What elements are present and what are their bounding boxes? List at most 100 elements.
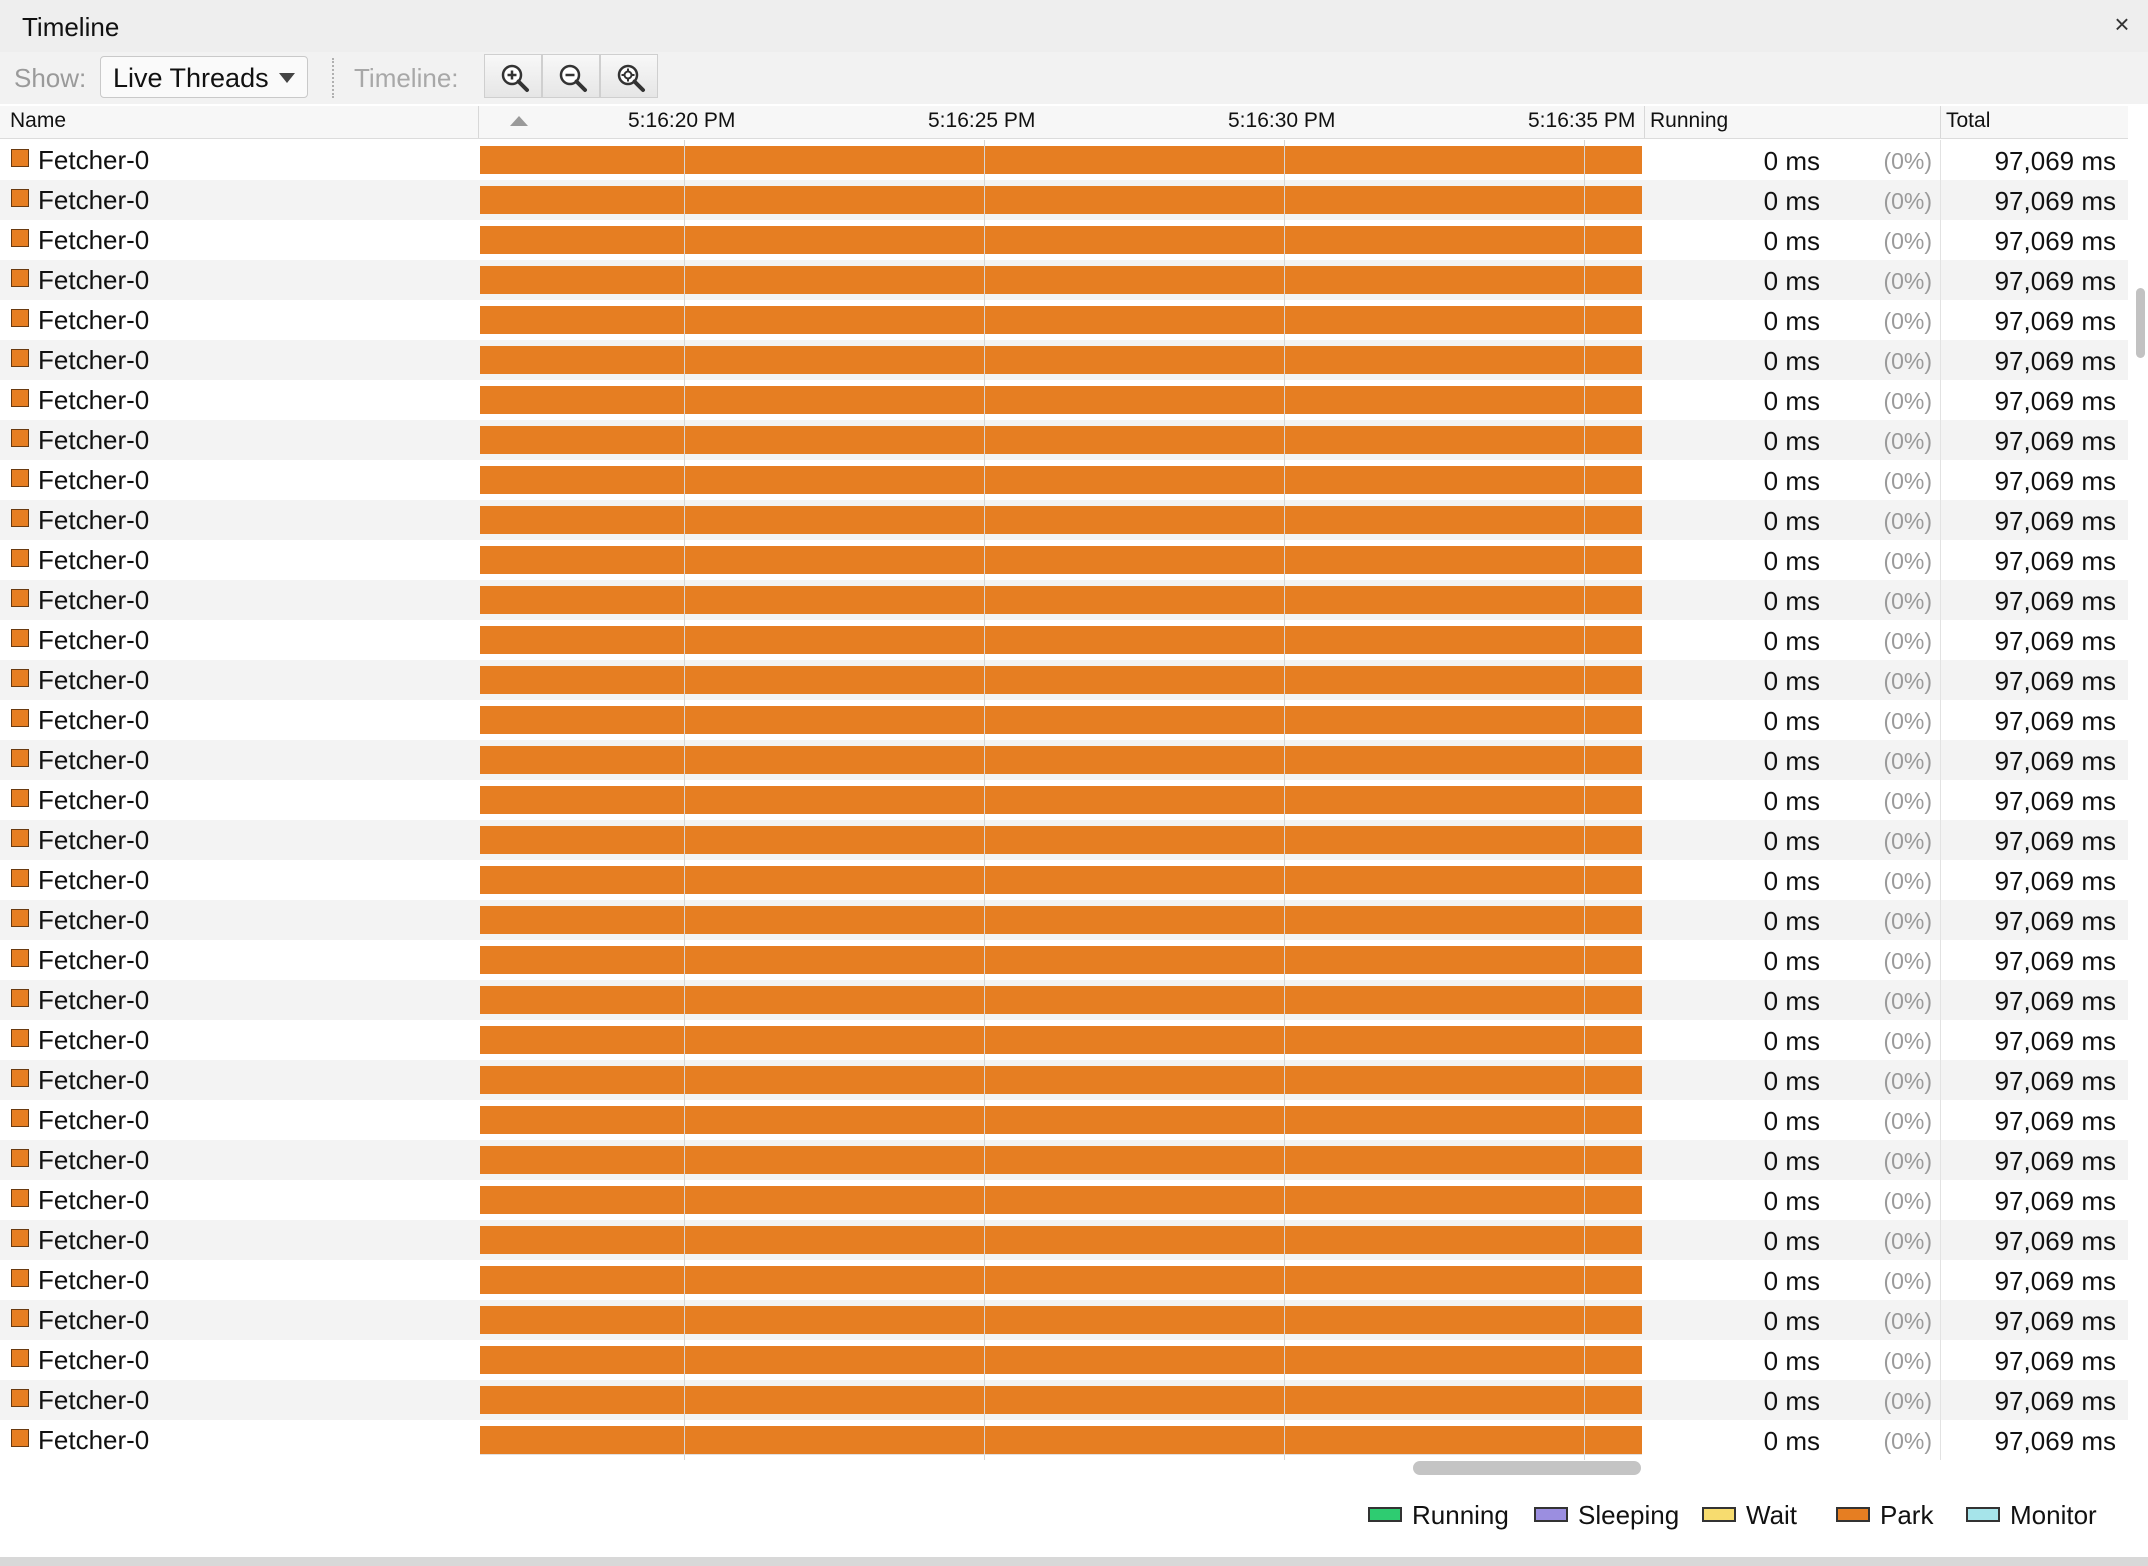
horizontal-scrollbar-track[interactable] (480, 1454, 1642, 1481)
horizontal-scrollbar-thumb[interactable] (1413, 1461, 1641, 1475)
table-row[interactable]: Fetcher-0 0 ms (0%) 97,069 ms (0, 1380, 2128, 1420)
legend-swatch (1368, 1507, 1402, 1522)
running-percent: (0%) (1883, 268, 1932, 294)
thread-name: Fetcher-0 (38, 225, 150, 255)
table-row[interactable]: Fetcher-0 0 ms (0%) 97,069 ms (0, 580, 2128, 620)
running-time: 0 ms (1763, 1186, 1820, 1216)
timeline-label: Timeline: (354, 63, 459, 93)
running-time: 0 ms (1763, 586, 1820, 616)
thread-name: Fetcher-0 (38, 1025, 150, 1055)
zoom-fit-button[interactable] (600, 54, 658, 98)
table-row[interactable]: Fetcher-0 0 ms (0%) 97,069 ms (0, 1260, 2128, 1300)
thread-state-swatch (11, 1349, 29, 1367)
zoom-in-button[interactable] (484, 54, 542, 98)
thread-state-swatch (11, 1029, 29, 1047)
thread-name: Fetcher-0 (38, 825, 150, 855)
table-row[interactable]: Fetcher-0 0 ms (0%) 97,069 ms (0, 420, 2128, 460)
table-row[interactable]: Fetcher-0 0 ms (0%) 97,069 ms (0, 1220, 2128, 1260)
running-time: 0 ms (1763, 1386, 1820, 1416)
close-icon[interactable]: × (2114, 9, 2130, 39)
table-row[interactable]: Fetcher-0 0 ms (0%) 97,069 ms (0, 940, 2128, 980)
thread-park-bar (480, 1106, 1642, 1134)
total-time: 97,069 ms (1994, 186, 2116, 216)
running-time: 0 ms (1763, 386, 1820, 416)
table-row[interactable]: Fetcher-0 0 ms (0%) 97,069 ms (0, 500, 2128, 540)
running-percent: (0%) (1883, 628, 1932, 654)
chevron-down-icon (279, 73, 295, 83)
table-row[interactable]: Fetcher-0 0 ms (0%) 97,069 ms (0, 1300, 2128, 1340)
table-row[interactable]: Fetcher-0 0 ms (0%) 97,069 ms (0, 300, 2128, 340)
table-row[interactable]: Fetcher-0 0 ms (0%) 97,069 ms (0, 660, 2128, 700)
zoom-out-button[interactable] (542, 54, 600, 98)
thread-name: Fetcher-0 (38, 745, 150, 775)
thread-state-swatch (11, 1069, 29, 1087)
table-row[interactable]: Fetcher-0 0 ms (0%) 97,069 ms (0, 900, 2128, 940)
table-row[interactable]: Fetcher-0 0 ms (0%) 97,069 ms (0, 540, 2128, 580)
table-row[interactable]: Fetcher-0 0 ms (0%) 97,069 ms (0, 260, 2128, 300)
thread-park-bar (480, 386, 1642, 414)
table-row[interactable]: Fetcher-0 0 ms (0%) 97,069 ms (0, 620, 2128, 660)
thread-park-bar (480, 666, 1642, 694)
zoom-fit-icon (617, 64, 645, 92)
column-divider[interactable] (1940, 106, 1941, 138)
table-row[interactable]: Fetcher-0 0 ms (0%) 97,069 ms (0, 980, 2128, 1020)
running-percent: (0%) (1883, 1268, 1932, 1294)
table-row[interactable]: Fetcher-0 0 ms (0%) 97,069 ms (0, 340, 2128, 380)
thread-state-swatch (11, 1309, 29, 1327)
toolbar-separator (332, 58, 334, 98)
column-header-total[interactable]: Total (1946, 109, 1991, 132)
table-row[interactable]: Fetcher-0 0 ms (0%) 97,069 ms (0, 1100, 2128, 1140)
running-percent: (0%) (1883, 588, 1932, 614)
table-row[interactable]: Fetcher-0 0 ms (0%) 97,069 ms (0, 140, 2128, 180)
thread-park-bar (480, 626, 1642, 654)
table-row[interactable]: Fetcher-0 0 ms (0%) 97,069 ms (0, 1180, 2128, 1220)
total-time: 97,069 ms (1994, 1266, 2116, 1296)
thread-state-swatch (11, 269, 29, 287)
running-time: 0 ms (1763, 1146, 1820, 1176)
title-bar: Timeline × (0, 0, 2148, 53)
table-row[interactable]: Fetcher-0 0 ms (0%) 97,069 ms (0, 220, 2128, 260)
thread-park-bar (480, 1266, 1642, 1294)
thread-park-bar (480, 186, 1642, 214)
table-row[interactable]: Fetcher-0 0 ms (0%) 97,069 ms (0, 1420, 2128, 1460)
total-time: 97,069 ms (1994, 666, 2116, 696)
table-row[interactable]: Fetcher-0 0 ms (0%) 97,069 ms (0, 460, 2128, 500)
thread-state-swatch (11, 749, 29, 767)
legend-label: Sleeping (1578, 1500, 1680, 1530)
running-time: 0 ms (1763, 186, 1820, 216)
timeline-gridline (1584, 140, 1585, 1460)
table-row[interactable]: Fetcher-0 0 ms (0%) 97,069 ms (0, 1060, 2128, 1100)
sort-ascending-icon[interactable] (510, 116, 528, 126)
total-time: 97,069 ms (1994, 346, 2116, 376)
table-row[interactable]: Fetcher-0 0 ms (0%) 97,069 ms (0, 740, 2128, 780)
table-row[interactable]: Fetcher-0 0 ms (0%) 97,069 ms (0, 1140, 2128, 1180)
window-title: Timeline (22, 12, 120, 42)
total-time: 97,069 ms (1994, 1106, 2116, 1136)
vertical-scrollbar-thumb[interactable] (2136, 288, 2145, 358)
thread-name: Fetcher-0 (38, 585, 150, 615)
table-row[interactable]: Fetcher-0 0 ms (0%) 97,069 ms (0, 700, 2128, 740)
running-time: 0 ms (1763, 786, 1820, 816)
show-dropdown[interactable]: Live Threads (100, 56, 308, 98)
thread-state-swatch (11, 589, 29, 607)
table-row[interactable]: Fetcher-0 0 ms (0%) 97,069 ms (0, 780, 2128, 820)
table-row[interactable]: Fetcher-0 0 ms (0%) 97,069 ms (0, 820, 2128, 860)
table-row[interactable]: Fetcher-0 0 ms (0%) 97,069 ms (0, 1020, 2128, 1060)
table-row[interactable]: Fetcher-0 0 ms (0%) 97,069 ms (0, 380, 2128, 420)
show-dropdown-value: Live Threads (113, 63, 269, 93)
table-row[interactable]: Fetcher-0 0 ms (0%) 97,069 ms (0, 1340, 2128, 1380)
column-header-running[interactable]: Running (1650, 109, 1729, 132)
table-row[interactable]: Fetcher-0 0 ms (0%) 97,069 ms (0, 180, 2128, 220)
thread-state-swatch (11, 669, 29, 687)
column-divider[interactable] (1644, 106, 1645, 138)
column-divider[interactable] (478, 106, 479, 138)
running-time: 0 ms (1763, 306, 1820, 336)
total-time: 97,069 ms (1994, 1146, 2116, 1176)
total-time: 97,069 ms (1994, 1186, 2116, 1216)
column-header-name[interactable]: Name (10, 109, 67, 132)
thread-state-swatch (11, 549, 29, 567)
thread-name: Fetcher-0 (38, 665, 150, 695)
table-row[interactable]: Fetcher-0 0 ms (0%) 97,069 ms (0, 860, 2128, 900)
running-time: 0 ms (1763, 466, 1820, 496)
thread-name: Fetcher-0 (38, 705, 150, 735)
